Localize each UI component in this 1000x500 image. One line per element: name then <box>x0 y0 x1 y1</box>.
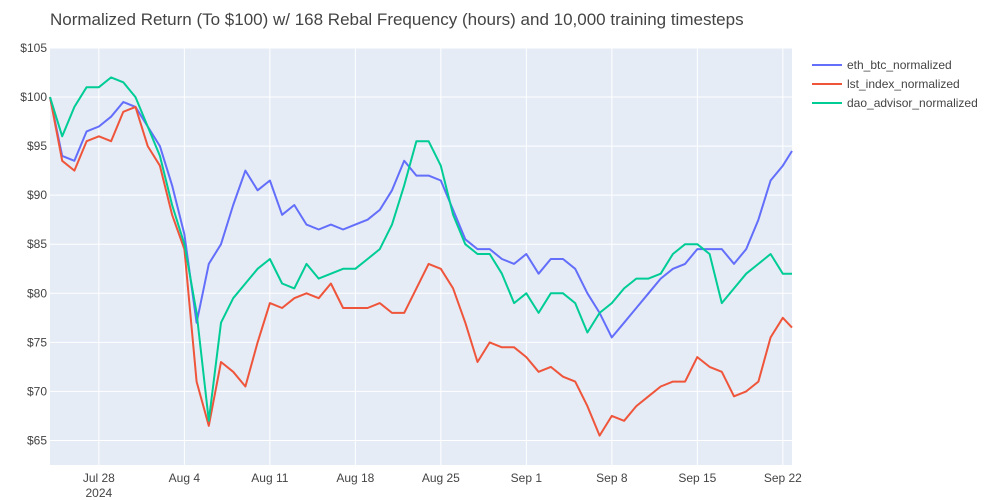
y-tick-label: $90 <box>27 188 47 202</box>
y-tick-label: $80 <box>27 286 47 300</box>
legend-label: lst_index_normalized <box>847 77 960 91</box>
x-tick-label: Aug 25 <box>422 471 460 485</box>
x-tick-label: Aug 4 <box>169 471 201 485</box>
x-tick-label: Aug 11 <box>251 471 288 485</box>
y-tick-label: $75 <box>27 335 47 349</box>
y-axis-ticks: $65 $70 $75 $80 $85 $90 $95 $100 $105 <box>20 41 47 447</box>
y-tick-label: $95 <box>27 139 47 153</box>
chart-title: Normalized Return (To $100) w/ 168 Rebal… <box>50 10 744 29</box>
legend-label: eth_btc_normalized <box>847 58 952 72</box>
y-tick-label: $100 <box>20 90 47 104</box>
plot-background <box>50 48 792 465</box>
legend[interactable]: eth_btc_normalized lst_index_normalizedda… <box>812 58 978 110</box>
legend-item-dao_advisor_normalized[interactable]: dao_advisor_normalized <box>812 96 978 110</box>
legend-label: dao_advisor_normalized <box>847 96 978 110</box>
y-tick-label: $70 <box>27 384 47 398</box>
series-line-lst_index_normalized <box>49 96 793 437</box>
x-tick-label: Sep 1 <box>511 471 543 485</box>
x-tick-label: Sep 15 <box>678 471 716 485</box>
y-tick-label: $105 <box>20 41 47 55</box>
x-tick-year-label: 2024 <box>86 486 113 500</box>
series-line-eth_btc_normalized <box>49 96 793 339</box>
y-tick-label: $85 <box>27 237 47 251</box>
x-tick-label: Sep 8 <box>596 471 628 485</box>
x-tick-label: Aug 18 <box>336 471 374 485</box>
series-line-dao_advisor_normalized <box>49 76 792 422</box>
series-lines <box>49 76 793 437</box>
y-tick-label: $65 <box>27 433 47 447</box>
legend-item-lst_index_normalized[interactable]: lst_index_normalized <box>812 77 960 91</box>
x-tick-label: Jul 28 <box>83 471 115 485</box>
legend-item-eth_btc_normalized[interactable]: eth_btc_normalized <box>812 58 952 72</box>
x-tick-label: Sep 22 <box>764 471 802 485</box>
